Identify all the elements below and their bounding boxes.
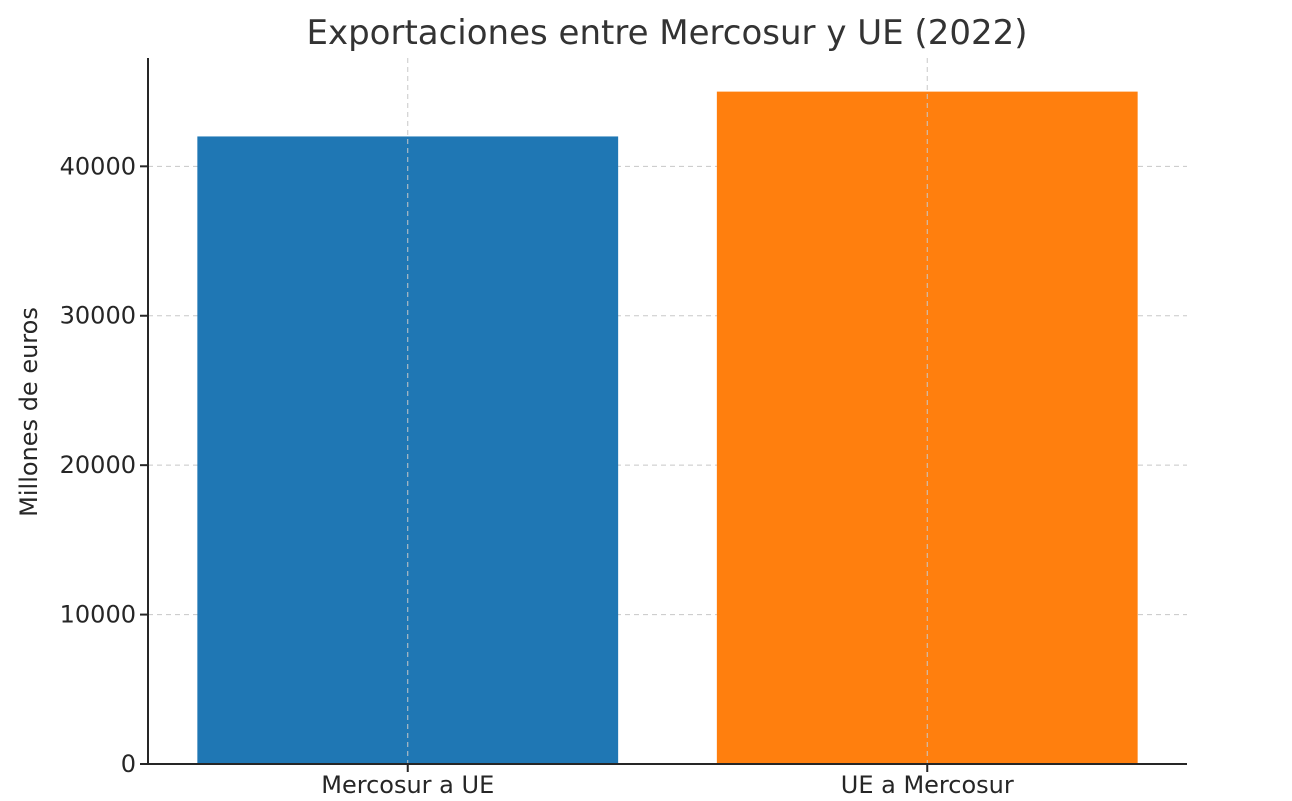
y-tick-label: 30000 xyxy=(60,302,136,330)
y-tick-label: 0 xyxy=(121,750,136,778)
vertical-grid-layer xyxy=(407,58,928,764)
ticks-layer: 0 10000 20000 30000 40000 Mercosur a UE UE a M… xyxy=(60,152,1014,799)
bars-layer xyxy=(197,91,1138,765)
x-tick-label: UE a Mercosur xyxy=(841,771,1014,799)
y-tick-label: 20000 xyxy=(60,451,136,479)
chart-title: Exportaciones entre Mercosur y UE (2022) xyxy=(306,13,1027,53)
y-tick-label: 10000 xyxy=(60,601,136,629)
x-tick-label: Mercosur a UE xyxy=(321,771,494,799)
y-axis-label: Millones de euros xyxy=(15,307,43,517)
y-tick-label: 40000 xyxy=(60,152,136,180)
axes-layer xyxy=(147,58,1187,765)
